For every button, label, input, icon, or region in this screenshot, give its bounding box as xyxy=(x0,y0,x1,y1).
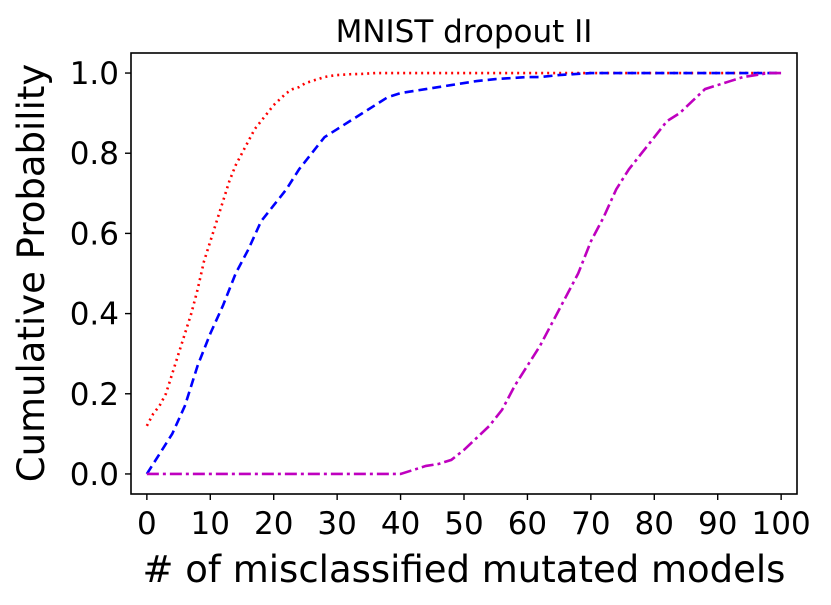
x-tick-label: 50 xyxy=(444,506,483,542)
chart-title: MNIST dropout II xyxy=(336,14,593,50)
y-axis-label: Cumulative Probability xyxy=(10,64,53,483)
x-tick-label: 90 xyxy=(698,506,737,542)
y-tick-label: 0.2 xyxy=(70,377,119,413)
y-tick-label: 0.6 xyxy=(70,216,119,252)
x-tick-label: 60 xyxy=(508,506,547,542)
y-tick-label: 1.0 xyxy=(70,56,119,92)
y-tick-label: 0.8 xyxy=(70,136,119,172)
y-tick-label: 0.0 xyxy=(70,457,119,493)
x-tick-label: 40 xyxy=(381,506,420,542)
x-tick-label: 20 xyxy=(254,506,293,542)
x-axis-label: # of misclassified mutated models xyxy=(143,548,786,591)
series-line-magenta xyxy=(146,71,782,476)
x-tick-label: 80 xyxy=(635,506,674,542)
plot-background xyxy=(131,53,797,494)
x-tick-label: 10 xyxy=(191,506,230,542)
x-tick-label: 100 xyxy=(752,506,811,542)
series-layer xyxy=(145,71,782,476)
y-tick-label: 0.4 xyxy=(70,297,119,333)
x-tick-label: 30 xyxy=(317,506,356,542)
x-tick-label: 70 xyxy=(571,506,610,542)
x-axis-ticks: 0 10 20 30 40 50 60 70 80 90 100 xyxy=(137,494,811,542)
x-tick-label: 0 xyxy=(137,506,157,542)
series-line-blue xyxy=(145,71,782,475)
y-axis-ticks: 0.0 0.2 0.4 0.6 0.8 1.0 xyxy=(70,56,131,493)
